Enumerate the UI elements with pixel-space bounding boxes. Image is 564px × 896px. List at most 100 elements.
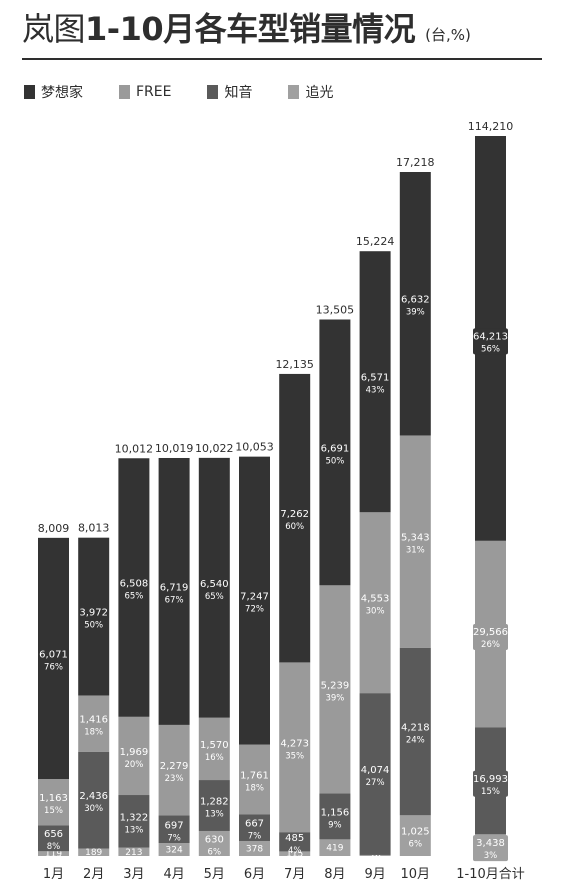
bar-segment bbox=[38, 851, 69, 856]
bar-segment bbox=[78, 537, 110, 696]
legend-item-free: FREE bbox=[119, 84, 171, 100]
bar-total-label: 8,009 bbox=[38, 522, 70, 535]
segment-value-label: 26 bbox=[369, 851, 381, 861]
bar-segment bbox=[38, 779, 69, 826]
bar-segment bbox=[399, 647, 431, 816]
segment-percent-label: 60% bbox=[285, 522, 304, 532]
summary-percent-label: 3% bbox=[484, 851, 498, 861]
segment-value-label: 2,279 bbox=[160, 761, 189, 772]
segment-percent-label: 20% bbox=[124, 760, 143, 770]
legend-item-mengxiangjia: 梦想家 bbox=[24, 82, 83, 102]
bar-segment bbox=[78, 751, 110, 849]
bar-segment bbox=[359, 693, 391, 855]
segment-percent-label: 24% bbox=[406, 735, 425, 745]
x-tick-label: 9月 bbox=[364, 867, 385, 882]
bar-segment bbox=[198, 717, 230, 781]
segment-value-label: 5,239 bbox=[321, 680, 350, 691]
summary-percent-label: 15% bbox=[481, 787, 500, 797]
legend-swatch bbox=[207, 85, 219, 99]
x-tick-label: 2月 bbox=[83, 867, 104, 882]
summary-percent-label: 26% bbox=[481, 640, 500, 650]
segment-value-label: 6,071 bbox=[39, 649, 68, 660]
title-bold: 1-10月各车型销量情况 bbox=[85, 10, 416, 48]
segment-value-label: 485 bbox=[285, 833, 304, 844]
segment-value-label: 6,508 bbox=[120, 579, 149, 590]
legend: 梦想家 FREE 知音 追光 bbox=[24, 82, 369, 102]
summary-label-bg bbox=[473, 835, 508, 862]
segment-percent-label: 30% bbox=[366, 607, 385, 617]
bar-segment bbox=[359, 512, 391, 694]
x-tick-label-summary: 1-10月合计 bbox=[456, 867, 525, 882]
bar-segment bbox=[38, 825, 69, 852]
bar-total-label: 10,012 bbox=[115, 442, 154, 455]
segment-value-label: 4,074 bbox=[361, 765, 390, 776]
segment-percent-label: 23% bbox=[165, 774, 184, 784]
segment-value-label: 1,416 bbox=[79, 715, 108, 726]
bar-total-label: 10,022 bbox=[195, 442, 234, 455]
bar-segment bbox=[399, 815, 431, 856]
bar-segment bbox=[158, 724, 190, 816]
segment-value-label: 667 bbox=[245, 819, 264, 830]
bar-segment bbox=[279, 662, 311, 833]
segment-value-label: 213 bbox=[125, 848, 142, 858]
bar-segment bbox=[239, 456, 270, 745]
segment-value-label: 1,025 bbox=[401, 827, 430, 838]
bar-segment bbox=[319, 585, 351, 794]
bar-segment bbox=[198, 780, 230, 831]
segment-value-label: 6,719 bbox=[160, 582, 189, 593]
bar-segment bbox=[399, 172, 431, 436]
bar-segment bbox=[78, 848, 110, 856]
bar-total-label: 17,218 bbox=[396, 156, 435, 169]
segment-percent-label: 27% bbox=[366, 778, 385, 788]
bar-segment bbox=[118, 847, 150, 856]
bar-segment bbox=[319, 839, 351, 856]
segment-percent-label: 67% bbox=[165, 595, 184, 605]
segment-value-label: 1,282 bbox=[200, 797, 229, 808]
segment-value-label: 4,218 bbox=[401, 722, 430, 733]
legend-item-zhiyin: 知音 bbox=[207, 82, 252, 102]
segment-percent-label: 8% bbox=[47, 842, 61, 852]
segment-value-label: 189 bbox=[85, 848, 102, 858]
segment-value-label: 1,322 bbox=[120, 812, 149, 823]
bar-segment bbox=[279, 851, 311, 856]
segment-percent-label: 39% bbox=[325, 693, 344, 703]
x-tick-label: 6月 bbox=[244, 867, 265, 882]
legend-label: 知音 bbox=[224, 85, 253, 101]
bar-segment bbox=[158, 457, 190, 725]
legend-label: 梦想家 bbox=[41, 85, 83, 101]
segment-value-label: 419 bbox=[326, 844, 343, 854]
segment-percent-label: 4% bbox=[288, 846, 302, 856]
summary-label-bg bbox=[473, 328, 508, 355]
bar-total-label: 8,013 bbox=[78, 522, 110, 535]
segment-value-label: 6,632 bbox=[401, 295, 430, 306]
segment-percent-label: 18% bbox=[245, 784, 264, 794]
segment-value-label: 4,273 bbox=[280, 738, 309, 749]
segment-value-label: 5,343 bbox=[401, 533, 430, 544]
summary-label-bg bbox=[473, 770, 508, 797]
bar-segment bbox=[38, 537, 69, 780]
segment-percent-label: 65% bbox=[124, 592, 143, 602]
bar-segment bbox=[118, 458, 150, 717]
segment-percent-label: 18% bbox=[84, 728, 103, 738]
segment-percent-label: 50% bbox=[84, 621, 103, 631]
summary-percent-label: 56% bbox=[481, 344, 500, 354]
bar-segment bbox=[319, 793, 351, 840]
segment-percent-label: 13% bbox=[124, 825, 143, 835]
x-tick-label: 5月 bbox=[204, 867, 225, 882]
segment-value-label: 324 bbox=[166, 846, 183, 856]
segment-value-label: 1,761 bbox=[240, 771, 269, 782]
segment-percent-label: 72% bbox=[245, 605, 264, 615]
bar-segment bbox=[239, 840, 270, 856]
bar-segment bbox=[319, 319, 351, 586]
bar-total-label: 15,224 bbox=[356, 235, 395, 248]
x-tick-label: 1月 bbox=[43, 867, 64, 882]
segment-value-label: 4,553 bbox=[361, 594, 390, 605]
title-prefix: 岚图 bbox=[22, 10, 86, 48]
bar-segment bbox=[158, 815, 190, 844]
x-tick-label: 10月 bbox=[401, 867, 431, 882]
title-divider bbox=[22, 58, 542, 60]
summary-value-label: 29,566 bbox=[473, 627, 508, 638]
summary-label-bg bbox=[473, 624, 508, 651]
segment-percent-label: 6% bbox=[208, 847, 222, 857]
segment-percent-label: 13% bbox=[205, 810, 224, 820]
